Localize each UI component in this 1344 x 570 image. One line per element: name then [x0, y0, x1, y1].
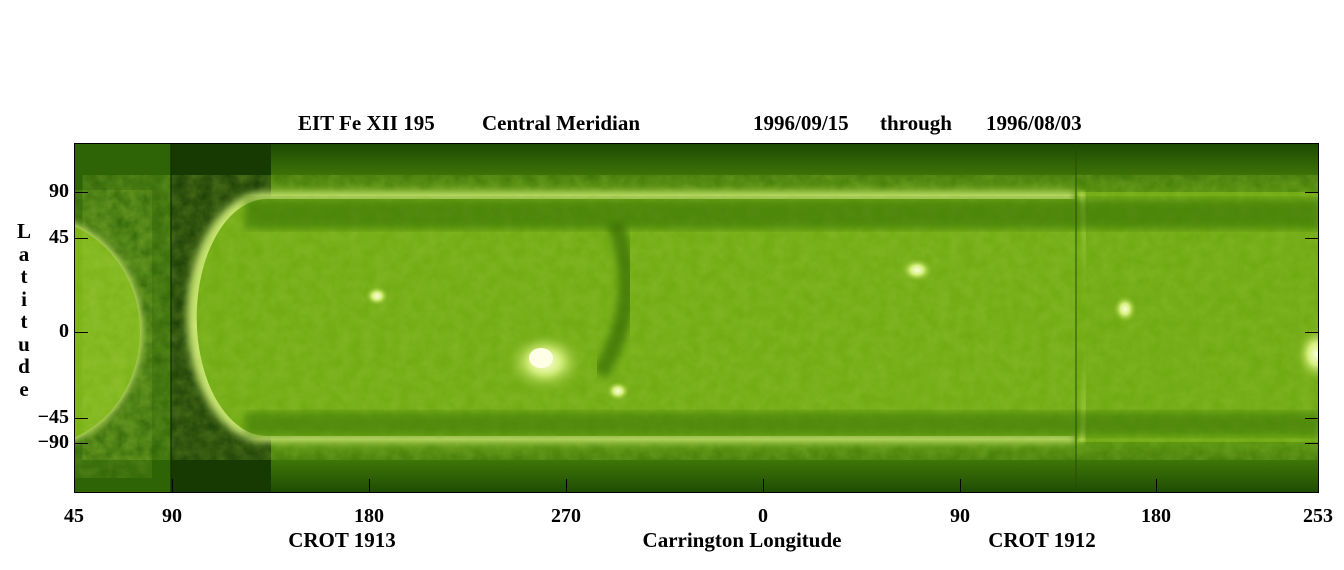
y-axis-label-letter: i	[21, 286, 27, 311]
title-through: through	[880, 111, 952, 135]
x-tick-253: 253	[1303, 505, 1333, 527]
crot-right-label: CROT 1912	[988, 528, 1096, 552]
x-tick-mark	[960, 479, 961, 493]
title-date-start: 1996/09/15	[753, 111, 849, 135]
y-tick-0: 0	[59, 320, 69, 342]
y-tick-mark-right	[1305, 238, 1319, 239]
synoptic-map-image	[74, 143, 1319, 493]
y-tick-mark-right	[1305, 192, 1319, 193]
y-axis-label-letter: u	[18, 331, 30, 356]
x-tick-0: 0	[758, 505, 768, 527]
y-tick-90: 90	[49, 180, 69, 202]
x-tick-90: 90	[162, 505, 182, 527]
title-instrument: EIT Fe XII 195	[298, 111, 435, 135]
y-axis-label-letter: L	[16, 219, 31, 243]
y-axis-label-letter: e	[19, 376, 29, 401]
x-tick-mark	[566, 479, 567, 493]
title-view: Central Meridian	[482, 111, 641, 135]
y-tick-mark	[74, 418, 88, 419]
y-axis-label: L a t i t u d e	[14, 220, 34, 400]
x-axis-label: Carrington Longitude	[642, 528, 842, 552]
y-tick-45: 45	[49, 226, 69, 248]
y-tick-mark	[74, 332, 88, 333]
x-tick-180: 180	[354, 505, 384, 527]
crot-left-label: CROT 1913	[288, 528, 396, 552]
y-axis-label-letter: d	[18, 354, 30, 378]
title-date-end: 1996/08/03	[986, 111, 1082, 135]
y-tick-minus-45: −45	[37, 406, 69, 428]
y-tick-mark	[74, 238, 88, 239]
y-tick-mark	[74, 443, 88, 444]
x-tick-90-b: 90	[950, 505, 970, 527]
x-tick-45: 45	[64, 505, 84, 527]
y-axis-label-letter: t	[20, 309, 28, 333]
y-tick-mark-right	[1305, 443, 1319, 444]
y-tick-mark	[74, 192, 88, 193]
y-axis-label-letter: t	[20, 264, 28, 288]
corona-map-graphic	[75, 144, 1318, 492]
y-tick-mark-right	[1305, 332, 1319, 333]
x-tick-mark	[1156, 479, 1157, 493]
x-tick-mark	[172, 479, 173, 493]
x-tick-270: 270	[551, 505, 581, 527]
y-tick-mark-right	[1305, 418, 1319, 419]
y-axis-label-letter: a	[18, 241, 30, 266]
x-tick-mark	[763, 479, 764, 493]
y-tick-minus-90: −90	[37, 431, 69, 453]
x-tick-180-b: 180	[1141, 505, 1171, 527]
x-tick-mark	[369, 479, 370, 493]
